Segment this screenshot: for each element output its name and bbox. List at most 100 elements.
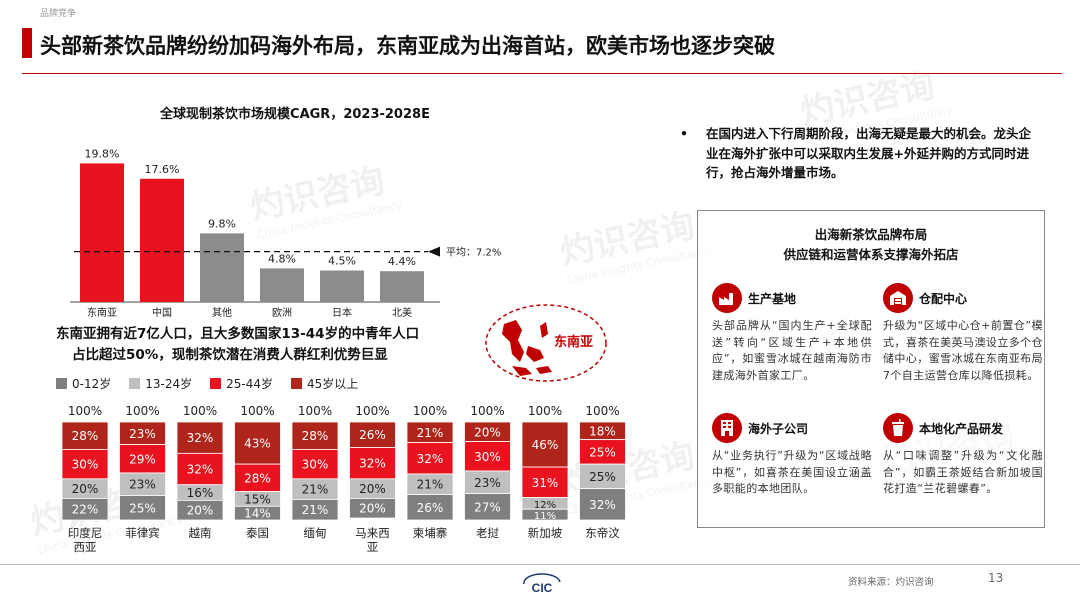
legend-swatch [56,378,67,389]
segment-value-label: 31% [532,476,559,490]
cic-logo-text: CIC [532,581,553,595]
segment-value-label: 23% [129,478,156,492]
segment-value-label: 30% [302,458,329,472]
total-label: 100% [528,404,562,418]
segment-value-label: 20% [72,482,99,496]
segment-value-label: 25% [589,470,616,484]
stack-segment [291,421,339,450]
segment-value-label: 26% [359,428,386,442]
factory-icon [712,283,742,313]
segment-value-label: 30% [474,450,501,464]
country-label: 东帝汶 [585,526,620,540]
stack-segment [579,463,626,490]
card-local-product-rd: 本地化产品研发 从“口味调整”升级为“文化融合”，如霸王茶姬结合新加坡国花打造“… [883,413,1043,498]
title-accent-bar [22,28,32,58]
stack-segment [176,452,224,486]
stack-segment [61,421,109,450]
cic-logo: CIC [523,573,561,595]
segment-value-label: 30% [72,458,99,472]
drink-cup-icon [883,413,913,443]
card-body: 头部品牌从“国内生产+全球配送”转向“区域生产+本地供应”，如蜜雪冰城在越南海防… [712,319,872,382]
card-title: 生产基地 [748,291,797,306]
bar [260,268,304,302]
stack-segment [176,500,224,521]
segment-value-label: 20% [474,425,501,439]
bar-value-label: 9.8% [208,217,236,230]
category-label: 日本 [332,306,352,318]
country-label: 老挝 [476,526,499,540]
category-label: 其他 [212,306,232,318]
average-label: 平均：7.2% [446,247,501,259]
country-label: 新加坡 [528,526,563,540]
stack-segment [234,421,281,465]
total-label: 100% [355,404,389,418]
bar-value-label: 4.5% [328,255,356,268]
total-label: 100% [240,404,274,418]
segment-value-label: 20% [359,482,386,496]
country-label: 西亚 [74,540,97,554]
stack-segment [464,493,511,521]
average-arrow-icon [428,246,440,257]
segment-value-label: 16% [187,486,214,500]
segment-value-label: 21% [417,478,444,492]
legend-item: 0-12岁 [56,375,111,392]
stack-segment [234,505,281,521]
segment-value-label: 15% [244,492,271,506]
segment-value-label: 32% [417,452,444,466]
footer-source: 资料来源：灼识咨询 [848,577,934,588]
sea-text-line-1: 东南亚拥有近7亿人口，且大多数国家13-44岁的中青年人口 [56,326,420,342]
legend-swatch [129,378,141,389]
stack-segment [521,466,569,498]
stack-segment [579,439,626,465]
stack-segment [464,441,511,472]
segment-value-label: 32% [187,431,214,445]
bar-value-label: 4.8% [268,252,296,265]
country-label: 越南 [189,526,212,540]
country-label: 缅甸 [304,526,327,540]
segment-value-label: 21% [417,426,444,440]
segment-value-label: 23% [474,476,501,490]
total-label: 100% [470,404,504,418]
stack-segment [406,442,454,475]
stack-segment [234,463,281,492]
total-label: 100% [298,404,332,418]
segment-value-label: 28% [244,471,271,485]
stack-segment [291,449,339,480]
stack-segment [61,498,109,521]
segment-value-label: 22% [72,503,99,517]
bar [80,163,124,302]
age-legend: 0-12岁 13-24岁 25-44岁 45岁以上 [56,375,358,392]
bar [320,270,364,302]
country-label: 印度尼 [68,526,103,540]
category-label: 北美 [392,306,412,318]
bar-value-label: 19.8% [85,147,120,160]
category-label: 欧洲 [272,307,292,318]
card-title: 本地化产品研发 [919,421,1004,436]
cagr-bar-chart: 19.8% 东南亚 17.6% 中国 9.8% 其他 4.8% 欧洲 4.5% 日本 4.4% 北美 平… [70,147,501,318]
sea-population-text: 东南亚拥有近7亿人口，且大多数国家13-44岁的中青年人口 占比超过50%，现制… [56,324,419,366]
country-label: 柬埔寨 [413,526,448,540]
segment-value-label: 20% [359,502,386,516]
legend-item: 25-44岁 [210,375,273,392]
bar [200,233,244,302]
card-body: 从“口味调整”升级为“文化融合”，如霸王茶姬结合新加坡国花打造“兰花碧螺春”。 [883,449,1043,495]
country-label: 亚 [367,540,379,554]
segment-value-label: 25% [129,501,156,515]
segment-value-label: 28% [72,429,99,443]
total-label: 100% [413,404,447,418]
segment-value-label: 27% [474,500,501,514]
card-overseas-subsidiary: 海外子公司 从“业务执行”升级为“区域战略中枢”，如喜茶在美国设立涵盖多职能的本… [712,413,872,498]
segment-value-label: 21% [302,483,329,497]
stack-segment [119,495,166,521]
stack-segment [521,508,569,521]
segment-value-label: 23% [129,427,156,441]
overseas-layout-panel: 出海新茶饮品牌布局 供应链和运营体系支撑海外拓店 生产基地 头部品牌从“国内生产… [697,210,1045,528]
card-body: 从“业务执行”升级为“区域战略中枢”，如喜茶在美国设立涵盖多职能的本地团队。 [712,449,872,495]
total-label: 100% [68,404,102,418]
segment-value-label: 25% [589,445,616,459]
page-title: 头部新茶饮品牌纷纷加码海外布局，东南亚成为出海首站，欧美市场也逐步突破 [40,34,775,58]
segment-value-label: 21% [302,503,329,517]
legend-item: 45岁以上 [291,375,358,392]
